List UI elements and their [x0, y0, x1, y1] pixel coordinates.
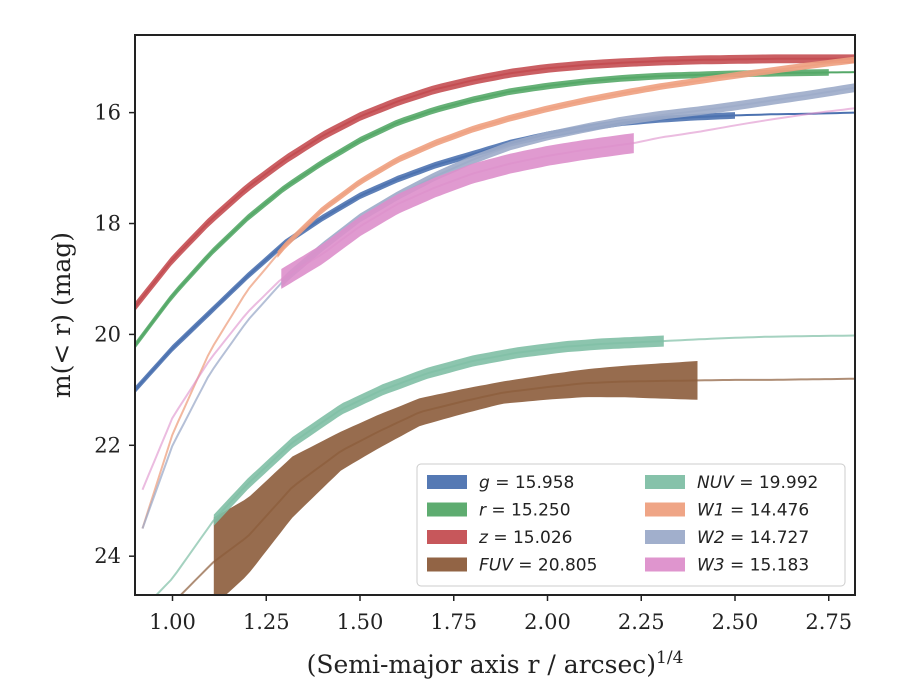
x-tick-label: 2.50 — [712, 610, 759, 634]
plot-area — [135, 54, 855, 595]
legend-swatch-w2 — [645, 530, 685, 544]
legend-swatch-fuv — [427, 557, 467, 572]
axes: 1.00 1.25 1.50 1.75 2.00 2.25 2.50 2.75 16 18 20 22… — [94, 34, 856, 634]
x-axis-label: (Semi-major axis r / arcsec)1/4 — [307, 648, 684, 679]
legend-swatch-w3 — [645, 557, 685, 572]
legend-label-nuv: NUV = 19.992 — [697, 473, 818, 493]
x-axis-label-text: (Semi-major axis r / arcsec) — [307, 650, 656, 679]
legend-label-fuv: FUV = 20.805 — [479, 556, 597, 576]
series-band-nuv — [213, 335, 664, 526]
plot-frame — [134, 34, 856, 596]
x-tick-label: 2.00 — [524, 610, 571, 634]
legend-swatch-z — [427, 530, 467, 544]
x-tick-label: 1.00 — [149, 610, 196, 634]
series-line-r — [135, 71, 855, 347]
series-band-fuv — [213, 361, 698, 595]
legend-label-w3: W3 = 15.183 — [697, 556, 809, 576]
x-tick-label: 1.25 — [243, 610, 290, 634]
y-tick-label: 18 — [94, 212, 121, 236]
x-axis-label-exponent: 1/4 — [656, 648, 683, 668]
y-tick-label: 20 — [94, 322, 121, 346]
legend-swatch-r — [427, 502, 467, 517]
legend-box — [416, 463, 846, 587]
series-line-w1 — [141, 59, 855, 529]
legend-swatch-nuv — [645, 475, 685, 489]
x-tick-label: 1.75 — [430, 610, 477, 634]
x-tick-label: 1.50 — [337, 610, 384, 634]
y-tick-label: 24 — [94, 544, 121, 568]
legend: g = 15.958 r = 15.250 z = 15.026 FUV = 20.8… — [416, 463, 846, 587]
legend-label-z: z = 15.026 — [478, 528, 572, 548]
legend-label-w1: W1 = 14.476 — [697, 501, 809, 521]
x-tick-label: 2.75 — [805, 610, 852, 634]
x-tick-label: 2.25 — [618, 610, 665, 634]
y-axis-label: m(< r) (mag) — [47, 232, 76, 398]
legend-swatch-g — [427, 475, 467, 489]
y-tick-label: 16 — [94, 101, 121, 125]
legend-label-g: g = 15.958 — [479, 473, 574, 493]
series-band-g — [135, 112, 735, 394]
series-band-w3 — [281, 133, 634, 289]
legend-swatch-w1 — [645, 502, 685, 517]
legend-label-r: r = 15.250 — [479, 501, 571, 521]
y-tick-label: 22 — [94, 433, 121, 457]
legend-label-w2: W2 = 14.727 — [697, 528, 809, 548]
series-group — [135, 54, 855, 595]
